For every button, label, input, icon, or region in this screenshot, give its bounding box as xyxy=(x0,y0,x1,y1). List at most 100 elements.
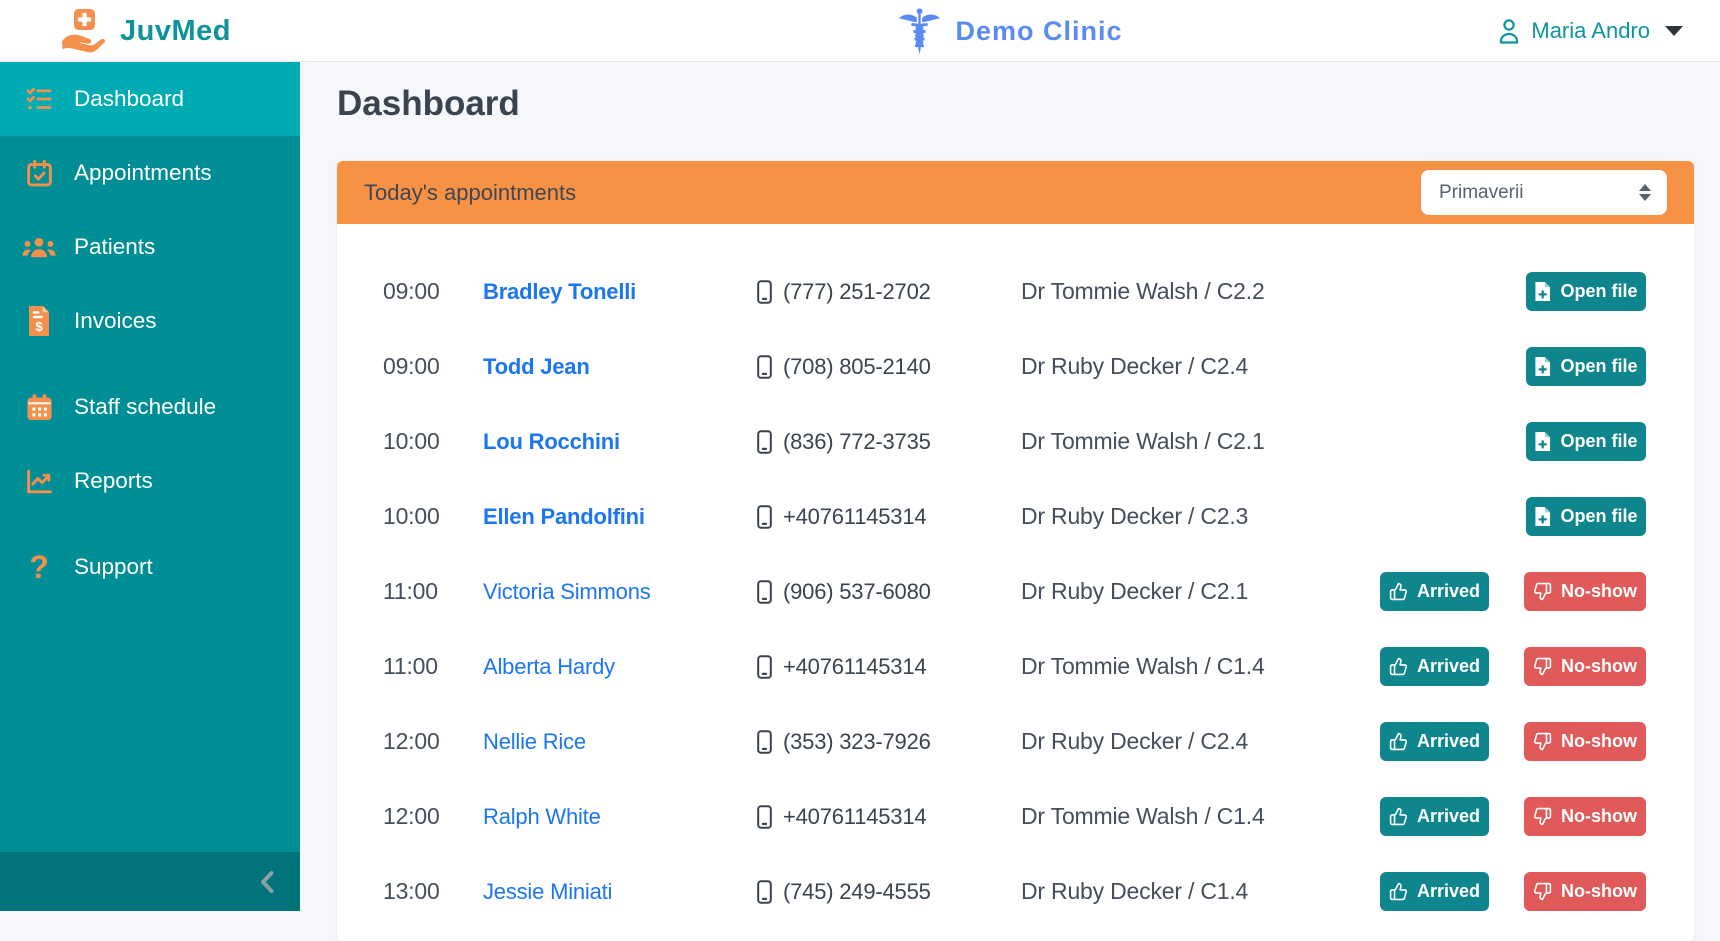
sidebar-nav: Dashboard Appointments Patients $ Invoic… xyxy=(0,62,300,604)
patient-phone: +40761145314 xyxy=(757,804,1021,830)
patient-phone: (353) 323-7926 xyxy=(757,729,1021,755)
doctor-and-room: Dr Ruby Decker / C1.4 xyxy=(1021,878,1249,904)
patient-phone: (906) 537-6080 xyxy=(757,579,1021,605)
doctor-and-room: Dr Tommie Walsh / C2.1 xyxy=(1021,428,1265,454)
sidebar-item-dashboard[interactable]: Dashboard xyxy=(0,62,300,136)
no-show-button[interactable]: No-show xyxy=(1524,872,1646,911)
patient-phone: +40761145314 xyxy=(757,654,1021,680)
no-show-button[interactable]: No-show xyxy=(1524,722,1646,761)
main-content: Dashboard Today's appointments Primaveri… xyxy=(300,62,1720,941)
mobile-phone-icon xyxy=(757,279,772,304)
patient-name-link[interactable]: Bradley Tonelli xyxy=(483,278,637,304)
mobile-phone-icon xyxy=(757,579,772,604)
top-header: JuvMed Demo Clinic Maria Andro xyxy=(0,0,1720,62)
location-select-value: Primaverii xyxy=(1439,181,1524,203)
phone-number: +40761145314 xyxy=(783,803,927,829)
patient-name-link[interactable]: Nellie Rice xyxy=(483,728,586,754)
doctor-and-room: Dr Tommie Walsh / C2.2 xyxy=(1021,278,1265,304)
sidebar-item-appointments[interactable]: Appointments xyxy=(0,136,300,210)
sidebar-item-support[interactable]: ? Support xyxy=(0,530,300,604)
sidebar-item-label: Staff schedule xyxy=(74,394,217,419)
patient-name-link[interactable]: Ralph White xyxy=(483,803,601,829)
sidebar-item-staff-schedule[interactable]: Staff schedule xyxy=(0,370,300,444)
patient-name-link[interactable]: Alberta Hardy xyxy=(483,653,615,679)
arrived-button[interactable]: Arrived xyxy=(1380,797,1489,836)
appointment-row: 10:00 Lou Rocchini (836) 772-3735 Dr Tom… xyxy=(337,404,1694,479)
patient-phone: +40761145314 xyxy=(757,504,1021,530)
mobile-phone-icon xyxy=(757,504,772,529)
panel-header: Today's appointments Primaverii xyxy=(337,161,1694,224)
clinic-title: Demo Clinic xyxy=(300,0,1720,62)
no-show-label: No-show xyxy=(1561,581,1637,601)
arrived-label: Arrived xyxy=(1416,581,1481,601)
no-show-button[interactable]: No-show xyxy=(1524,572,1646,611)
user-menu[interactable]: Maria Andro xyxy=(1497,0,1683,62)
calendar-icon xyxy=(20,393,58,422)
arrived-button[interactable]: Arrived xyxy=(1380,572,1489,611)
mobile-phone-icon xyxy=(757,429,772,454)
appointment-row: 09:00 Todd Jean (708) 805-2140 Dr Ruby D… xyxy=(337,329,1694,404)
arrived-button[interactable]: Arrived xyxy=(1380,872,1489,911)
sidebar-item-reports[interactable]: Reports xyxy=(0,444,300,518)
no-show-button[interactable]: No-show xyxy=(1524,647,1646,686)
brand-logo[interactable]: JuvMed xyxy=(60,0,231,62)
row-actions: Arrived No-show xyxy=(1380,872,1646,911)
sidebar-item-label: Support xyxy=(74,554,153,579)
open-file-label: Open file xyxy=(1560,431,1638,451)
file-plus-icon xyxy=(1535,357,1551,376)
arrived-button[interactable]: Arrived xyxy=(1380,647,1489,686)
open-file-label: Open file xyxy=(1560,356,1638,376)
sidebar-item-label: Invoices xyxy=(74,308,157,333)
no-show-button[interactable]: No-show xyxy=(1524,797,1646,836)
patient-name-link[interactable]: Lou Rocchini xyxy=(483,428,620,454)
row-actions: Open file xyxy=(1526,272,1646,311)
collapse-sidebar-button[interactable] xyxy=(260,870,274,893)
appointment-row: 10:00 Ellen Pandolfini +40761145314 Dr R… xyxy=(337,479,1694,554)
patient-name-link[interactable]: Ellen Pandolfini xyxy=(483,503,645,529)
file-plus-icon xyxy=(1535,507,1551,526)
patients-icon xyxy=(20,234,58,261)
row-actions: Open file xyxy=(1526,497,1646,536)
mobile-phone-icon xyxy=(757,804,772,829)
todays-appointments-panel: Today's appointments Primaverii 09:00 Br… xyxy=(337,161,1694,941)
no-show-label: No-show xyxy=(1561,656,1637,676)
appointment-time: 11:00 xyxy=(383,653,438,679)
arrived-label: Arrived xyxy=(1416,806,1481,826)
phone-number: +40761145314 xyxy=(783,653,927,679)
appointment-time: 09:00 xyxy=(383,278,440,304)
open-file-button[interactable]: Open file xyxy=(1526,347,1646,386)
open-file-button[interactable]: Open file xyxy=(1526,497,1646,536)
mobile-phone-icon xyxy=(757,729,772,754)
svg-text:$: $ xyxy=(35,319,43,334)
row-actions: Arrived No-show xyxy=(1380,797,1646,836)
appointment-row: 12:00 Nellie Rice (353) 323-7926 Dr Ruby… xyxy=(337,704,1694,779)
patient-phone: (836) 772-3735 xyxy=(757,429,1021,455)
sidebar-item-label: Patients xyxy=(74,234,156,259)
clinic-name: Demo Clinic xyxy=(955,15,1123,46)
patient-name-link[interactable]: Todd Jean xyxy=(483,353,590,379)
sidebar-item-patients[interactable]: Patients xyxy=(0,210,300,284)
patient-name-link[interactable]: Jessie Miniati xyxy=(483,878,613,904)
chevron-down-icon xyxy=(1665,26,1683,36)
thumbs-up-icon xyxy=(1389,807,1408,826)
thumbs-down-icon xyxy=(1533,882,1552,901)
sidebar-item-label: Reports xyxy=(74,468,153,493)
user-icon xyxy=(1500,19,1519,44)
location-select[interactable]: Primaverii xyxy=(1421,170,1667,215)
no-show-label: No-show xyxy=(1561,806,1637,826)
sidebar-item-label: Dashboard xyxy=(74,86,185,111)
arrived-label: Arrived xyxy=(1416,881,1481,901)
brand-name: JuvMed xyxy=(120,14,231,47)
patient-name-link[interactable]: Victoria Simmons xyxy=(483,578,651,604)
arrived-button[interactable]: Arrived xyxy=(1380,722,1489,761)
patient-phone: (745) 249-4555 xyxy=(757,879,1021,905)
caduceus-icon xyxy=(899,7,941,54)
hand-holding-cross-icon xyxy=(62,9,105,53)
appointment-row: 11:00 Alberta Hardy +40761145314 Dr Tomm… xyxy=(337,629,1694,704)
invoice-icon: $ xyxy=(20,306,58,336)
open-file-button[interactable]: Open file xyxy=(1526,422,1646,461)
phone-number: (906) 537-6080 xyxy=(783,578,931,604)
open-file-button[interactable]: Open file xyxy=(1526,272,1646,311)
sidebar-item-invoices[interactable]: $ Invoices xyxy=(0,284,300,358)
mobile-phone-icon xyxy=(757,879,772,904)
